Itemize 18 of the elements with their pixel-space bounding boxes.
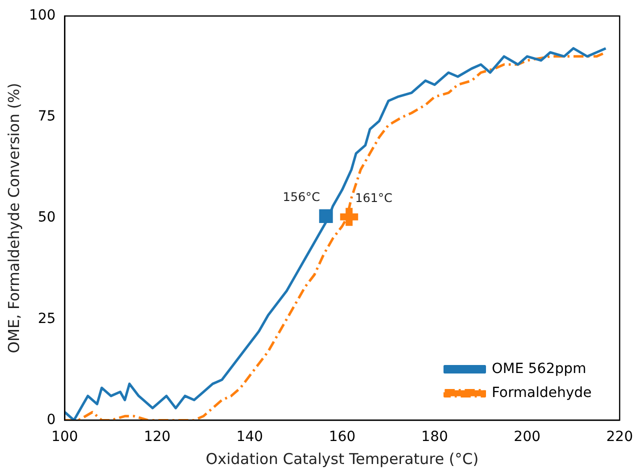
x-tick-label: 140 [236,429,264,446]
y-tick-label: 0 [46,412,56,428]
x-tick-label: 180 [421,429,448,446]
legend-label: OME 562ppm [492,360,586,377]
x-tick-label: 220 [606,429,634,446]
x-tick-label: 100 [51,429,78,446]
annotation: 156°C [282,190,320,204]
x-axis-title: Oxidation Catalyst Temperature (°C) [206,450,479,468]
y-axis-title: OME, Formaldehyde Conversion (%) [4,82,23,354]
x-tick-label: 200 [514,429,541,446]
legend-label: Formaldehyde [492,384,592,401]
y-tick-label: 25 [38,310,56,327]
x-tick-label: 160 [328,429,356,446]
y-tick-label: 100 [28,8,56,24]
y-tick-label: 75 [38,108,56,125]
x-tick-label: 120 [144,429,171,446]
annotation: 161°C [355,191,392,206]
y-tick-label: 50 [38,210,56,226]
